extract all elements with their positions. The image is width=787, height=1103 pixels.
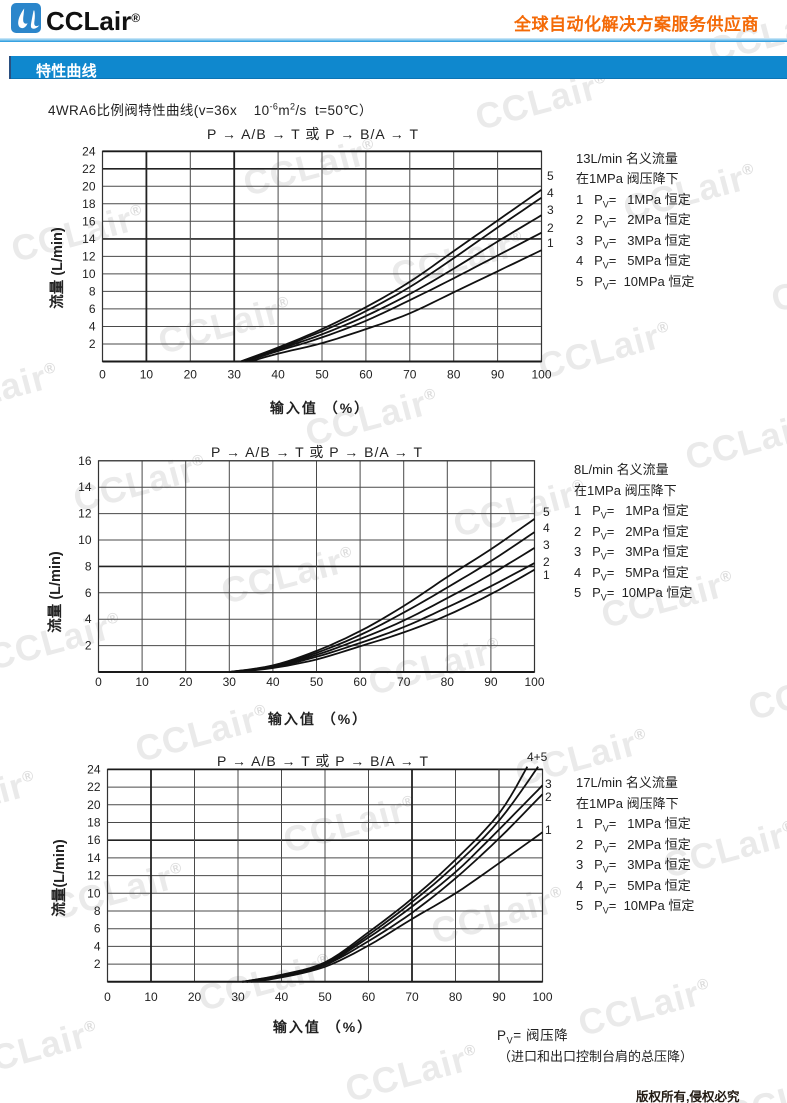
svg-text:18: 18 (82, 197, 96, 211)
svg-text:5: 5 (543, 505, 550, 519)
svg-text:18: 18 (87, 816, 101, 830)
svg-text:90: 90 (484, 675, 498, 689)
svg-text:流量 (L/min): 流量 (L/min) (48, 227, 66, 309)
svg-text:2: 2 (547, 221, 554, 235)
svg-text:14: 14 (78, 480, 92, 494)
svg-text:8: 8 (85, 559, 92, 573)
svg-text:80: 80 (447, 368, 461, 382)
svg-text:4: 4 (89, 320, 96, 334)
svg-text:16: 16 (87, 833, 101, 847)
svg-text:60: 60 (359, 368, 373, 382)
svg-text:60: 60 (353, 675, 367, 689)
svg-text:3: 3 (543, 538, 550, 552)
svg-text:0: 0 (99, 368, 106, 382)
svg-text:3: 3 (547, 203, 554, 217)
svg-text:50: 50 (318, 990, 332, 1004)
svg-text:P → A/B → T 或 P → B/A → T: P → A/B → T 或 P → B/A → T (217, 753, 429, 769)
svg-text:12: 12 (82, 249, 96, 263)
svg-text:24: 24 (87, 762, 101, 776)
svg-text:1: 1 (547, 236, 554, 250)
svg-text:6: 6 (89, 302, 96, 316)
svg-text:20: 20 (184, 368, 198, 382)
svg-text:80: 80 (449, 990, 463, 1004)
svg-text:20: 20 (179, 675, 193, 689)
svg-text:0: 0 (104, 990, 111, 1004)
svg-text:输入值 （%）: 输入值 （%） (270, 400, 370, 416)
svg-text:12: 12 (87, 869, 101, 883)
svg-text:40: 40 (271, 368, 285, 382)
svg-text:4: 4 (94, 939, 101, 953)
svg-text:50: 50 (310, 675, 324, 689)
svg-text:20: 20 (87, 798, 101, 812)
svg-text:10: 10 (87, 886, 101, 900)
svg-text:60: 60 (362, 990, 376, 1004)
svg-text:2: 2 (89, 337, 96, 351)
svg-text:40: 40 (275, 990, 289, 1004)
svg-text:流量(L/min): 流量(L/min) (50, 839, 68, 916)
svg-text:70: 70 (403, 368, 417, 382)
svg-text:4+5: 4+5 (527, 750, 548, 764)
svg-text:P → A/B → T 或 P → B/A → T: P → A/B → T 或 P → B/A → T (207, 126, 419, 142)
svg-text:12: 12 (78, 507, 92, 521)
svg-text:10: 10 (140, 368, 154, 382)
svg-text:4: 4 (85, 612, 92, 626)
svg-text:10: 10 (78, 533, 92, 547)
svg-text:100: 100 (532, 990, 552, 1004)
svg-text:80: 80 (441, 675, 455, 689)
svg-text:16: 16 (78, 454, 92, 468)
svg-text:2: 2 (85, 639, 92, 653)
svg-text:2: 2 (543, 555, 550, 569)
svg-text:22: 22 (82, 162, 96, 176)
svg-text:4: 4 (547, 186, 554, 200)
svg-text:10: 10 (82, 267, 96, 281)
svg-text:2: 2 (545, 790, 552, 804)
svg-text:2: 2 (94, 957, 101, 971)
svg-text:P → A/B → T 或 P → B/A → T: P → A/B → T 或 P → B/A → T (211, 444, 423, 460)
svg-text:100: 100 (531, 368, 551, 382)
svg-text:输入值 （%）: 输入值 （%） (273, 1019, 373, 1035)
svg-text:24: 24 (82, 144, 96, 158)
svg-text:50: 50 (315, 368, 329, 382)
svg-text:1: 1 (545, 823, 552, 837)
svg-text:10: 10 (135, 675, 149, 689)
svg-text:14: 14 (87, 851, 101, 865)
svg-text:1: 1 (543, 568, 550, 582)
svg-text:0: 0 (95, 675, 102, 689)
svg-text:流量 (L/min): 流量 (L/min) (46, 551, 64, 633)
svg-text:10: 10 (144, 990, 158, 1004)
svg-text:90: 90 (492, 990, 506, 1004)
svg-text:6: 6 (85, 586, 92, 600)
svg-text:16: 16 (82, 214, 96, 228)
svg-text:20: 20 (82, 179, 96, 193)
svg-text:70: 70 (397, 675, 411, 689)
svg-text:100: 100 (524, 675, 544, 689)
svg-text:输入值 （%）: 输入值 （%） (268, 711, 368, 727)
svg-text:6: 6 (94, 922, 101, 936)
svg-text:30: 30 (223, 675, 237, 689)
svg-text:5: 5 (547, 169, 554, 183)
svg-text:40: 40 (266, 675, 280, 689)
svg-text:90: 90 (491, 368, 505, 382)
svg-text:20: 20 (188, 990, 202, 1004)
svg-text:70: 70 (405, 990, 419, 1004)
svg-text:3: 3 (545, 777, 552, 791)
svg-text:4: 4 (543, 521, 550, 535)
svg-text:8: 8 (94, 904, 101, 918)
svg-text:22: 22 (87, 780, 101, 794)
svg-text:30: 30 (228, 368, 242, 382)
svg-text:8: 8 (89, 284, 96, 298)
svg-text:14: 14 (82, 232, 96, 246)
svg-text:30: 30 (231, 990, 245, 1004)
